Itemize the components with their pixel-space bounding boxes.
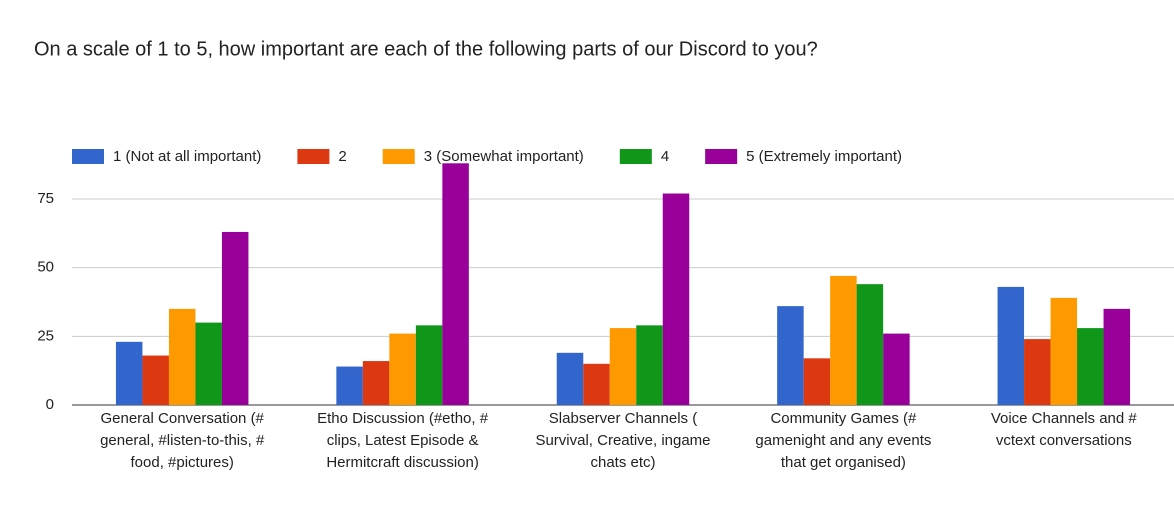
x-tick-label: General Conversation (#: [100, 410, 264, 427]
bar: [883, 333, 910, 405]
x-tick-label: Etho Discussion (#etho, #: [317, 410, 489, 427]
legend-swatch: [72, 149, 104, 164]
legend-swatch: [705, 149, 738, 164]
bar: [856, 284, 884, 405]
bar: [195, 322, 222, 405]
x-tick-label: Survival, Creative, ingame: [535, 432, 710, 449]
bar: [1024, 339, 1051, 405]
legend-label: 3 (Somewhat important): [424, 148, 584, 165]
bar: [1103, 308, 1131, 405]
x-tick-label: vctext conversations: [996, 432, 1132, 449]
x-tick-label: general, #listen-to-this, #: [100, 432, 265, 449]
legend-label: 5 (Extremely important): [746, 148, 902, 165]
bar: [1077, 328, 1104, 405]
x-tick-label: Community Games (#: [770, 410, 917, 427]
bar: [389, 333, 416, 405]
legend-swatch: [297, 149, 330, 164]
y-tick-label: 75: [37, 190, 54, 207]
x-tick-label: chats etc): [590, 454, 655, 471]
x-tick-label: Hermitcraft discussion): [326, 454, 479, 471]
bar: [777, 306, 804, 405]
bar: [830, 275, 857, 405]
legend-swatch: [382, 149, 415, 164]
bar: [142, 355, 169, 405]
x-tick-label: food, #pictures): [131, 454, 234, 471]
legend-label: 1 (Not at all important): [113, 148, 261, 165]
chart-title: On a scale of 1 to 5, how important are …: [34, 38, 818, 60]
legend-swatch: [619, 149, 652, 164]
bar: [583, 363, 610, 405]
x-tick-label: gamenight and any events: [755, 432, 931, 449]
bar: [362, 361, 390, 405]
bar: [556, 352, 584, 405]
x-tick-label: Voice Channels and #: [991, 410, 1138, 427]
bar: [803, 358, 831, 405]
legend-label: 4: [661, 148, 669, 165]
x-tick-label: Slabserver Channels (: [549, 410, 697, 427]
y-tick-label: 50: [37, 259, 54, 276]
bar: [168, 308, 196, 405]
bar: [609, 328, 637, 405]
bar: [415, 325, 443, 405]
bar: [997, 286, 1025, 405]
bar: [1050, 297, 1078, 405]
bar: [115, 341, 143, 405]
bar: [336, 366, 363, 405]
y-tick-label: 25: [37, 327, 54, 344]
bar: [662, 193, 690, 405]
y-tick-label: 0: [46, 396, 54, 413]
x-tick-label: that get organised): [781, 454, 906, 471]
bar: [221, 231, 249, 405]
legend-label: 2: [338, 148, 346, 165]
bar: [636, 325, 663, 405]
x-tick-label: clips, Latest Episode &: [327, 432, 479, 449]
bar: [442, 163, 469, 405]
